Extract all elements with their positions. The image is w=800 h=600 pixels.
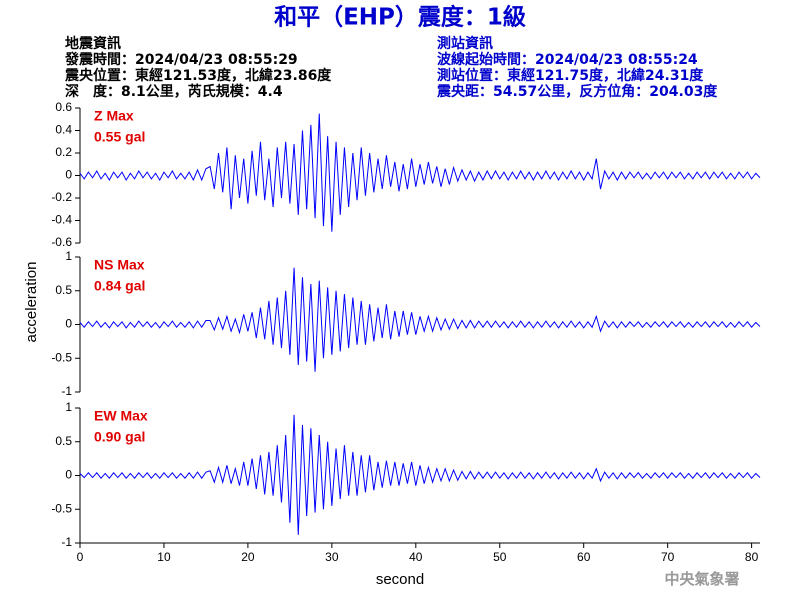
- waveform: [79, 267, 761, 372]
- title: 和平（EHP）震度：1級: [274, 4, 526, 31]
- y-tick-label: 0.6: [55, 100, 72, 114]
- y-tick-label: -0.4: [51, 213, 72, 227]
- x-tick-label: 70: [661, 550, 675, 564]
- event-info: 地震資訊: [65, 35, 121, 52]
- x-tick-label: 60: [577, 550, 591, 564]
- station-info: 測站資訊: [437, 35, 493, 52]
- y-tick-label: -0.5: [51, 350, 72, 364]
- x-tick-label: 50: [493, 550, 507, 564]
- station-info: 震央距：54.57公里，反方位角：204.03度: [436, 83, 718, 100]
- station-info: 波線起始時間：2024/04/23 08:55:24: [437, 51, 698, 68]
- waveform: [79, 414, 761, 535]
- x-tick-label: 10: [157, 550, 171, 564]
- station-info: 測站位置：東經121.75度，北緯24.31度: [437, 67, 704, 84]
- max-annotation: 0.90 gal: [94, 429, 145, 445]
- max-annotation: 0.84 gal: [94, 278, 145, 294]
- y-tick-label: 0: [65, 317, 72, 331]
- y-tick-label: 0: [65, 468, 72, 482]
- y-tick-label: -1: [61, 384, 72, 398]
- y-tick-label: 0.4: [55, 123, 72, 137]
- event-info: 震央位置：東經121.53度，北緯23.86度: [64, 67, 332, 84]
- y-tick-label: 0.5: [55, 434, 72, 448]
- x-tick-label: 40: [409, 550, 423, 564]
- x-tick-label: 80: [745, 550, 759, 564]
- x-axis-label: second: [376, 571, 424, 588]
- event-info: 發震時間：2024/04/23 08:55:29: [64, 51, 298, 68]
- y-tick-label: -0.6: [51, 235, 72, 249]
- x-tick-label: 30: [325, 550, 339, 564]
- footer: 中央氣象署: [664, 570, 739, 588]
- y-tick-label: 0.5: [55, 283, 72, 297]
- max-annotation: 0.55 gal: [94, 129, 145, 145]
- y-tick-label: 1: [65, 249, 72, 263]
- y-tick-label: -1: [61, 535, 72, 549]
- max-annotation: NS Max: [94, 257, 145, 273]
- max-annotation: EW Max: [94, 408, 148, 424]
- max-annotation: Z Max: [94, 108, 134, 124]
- y-tick-label: 1: [65, 400, 72, 414]
- y-tick-label: 0.2: [55, 145, 72, 159]
- y-tick-label: 0: [65, 168, 72, 182]
- y-tick-label: -0.5: [51, 501, 72, 515]
- x-tick-label: 0: [77, 550, 84, 564]
- x-tick-label: 20: [241, 550, 255, 564]
- waveform: [79, 113, 761, 232]
- y-tick-label: -0.2: [51, 190, 72, 204]
- event-info: 深 度：8.1公里，芮氏規模：4.4: [65, 83, 283, 100]
- y-axis-label: acceleration: [23, 262, 40, 343]
